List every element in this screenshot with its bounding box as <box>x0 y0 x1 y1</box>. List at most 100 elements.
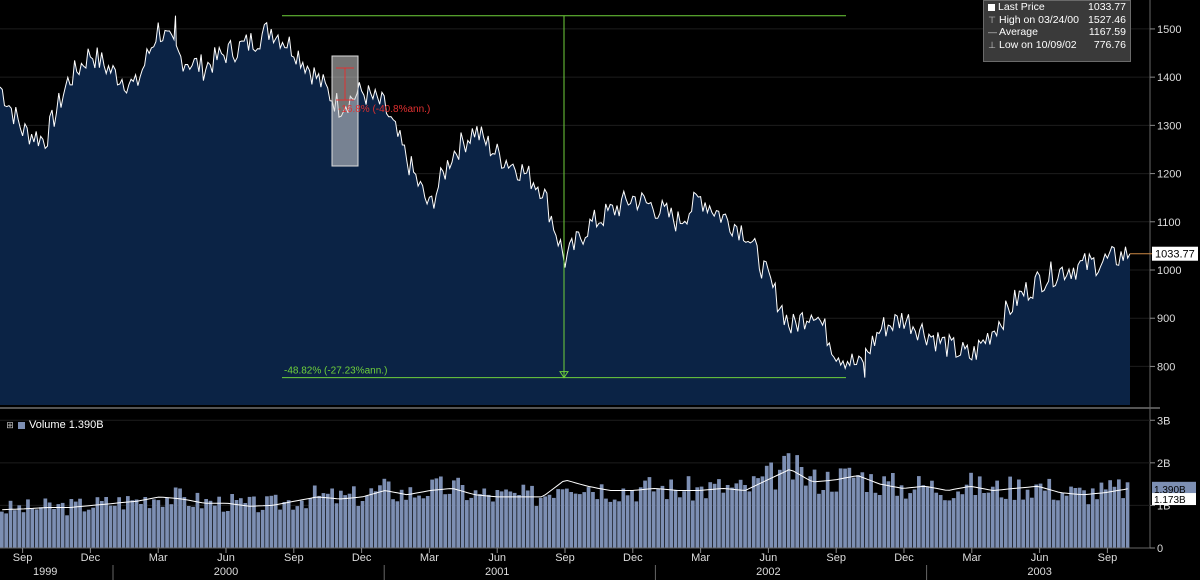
legend-last-label: Last Price <box>998 1 1045 13</box>
volume-bar <box>469 497 474 548</box>
volume-bar <box>578 494 582 548</box>
volume-bar <box>499 491 504 548</box>
volume-bar <box>473 490 478 548</box>
volume-bar <box>478 494 482 548</box>
volume-tick-label-0: 0 <box>1157 543 1163 555</box>
volume-bar <box>812 469 817 548</box>
volume-bar <box>964 484 969 548</box>
volume-bar <box>747 491 752 548</box>
volume-bar <box>591 492 595 548</box>
volume-bar <box>599 484 604 548</box>
volume-bar <box>630 490 634 548</box>
price-tick-label-1200: 1200 <box>1157 169 1181 181</box>
x-tick-label-Sep: Sep <box>284 552 304 564</box>
volume-bar <box>1086 504 1091 548</box>
volume-tick-label-2B: 2B <box>1157 458 1170 470</box>
volume-bar <box>217 496 221 548</box>
volume-bar <box>1082 490 1086 548</box>
expand-icon[interactable]: ⊞ <box>6 419 14 430</box>
price-area <box>0 15 1130 405</box>
volume-bar <box>764 465 769 548</box>
volume-bar <box>47 502 52 548</box>
volume-bar <box>186 506 191 548</box>
volume-bar <box>695 487 700 548</box>
volume-bar <box>973 495 978 548</box>
volume-bar <box>851 477 856 548</box>
volume-bar <box>699 486 704 548</box>
volume-bar <box>182 497 187 548</box>
volume-bar <box>508 491 513 548</box>
volume-bar <box>625 495 630 548</box>
volume-bar <box>156 500 161 548</box>
volume-bar <box>552 497 556 548</box>
volume-bar <box>708 482 713 548</box>
last-price-tag <box>1152 246 1198 261</box>
volume-bar <box>43 498 48 548</box>
volume-bar <box>882 476 886 548</box>
volume-bar <box>286 500 291 548</box>
volume-bar <box>530 485 534 548</box>
volume-bar <box>791 479 795 548</box>
price-tick-label-1000: 1000 <box>1157 265 1181 277</box>
volume-bar <box>73 501 78 548</box>
volume-bar <box>65 515 69 548</box>
volume-bar <box>321 493 326 548</box>
volume-bar <box>343 495 347 548</box>
x-tick-label-Dec: Dec <box>81 552 101 564</box>
price-tick-label-1500: 1500 <box>1157 24 1181 36</box>
volume-bar <box>1034 484 1039 548</box>
volume-bar <box>560 489 565 548</box>
volume-bar <box>504 489 508 548</box>
volume-bar <box>330 488 334 548</box>
x-tick-label-Sep: Sep <box>826 552 846 564</box>
volume-bar <box>621 488 626 548</box>
volume-bar <box>608 501 613 548</box>
volume-bar <box>4 513 8 548</box>
volume-bar <box>143 497 148 548</box>
volume-bar <box>8 500 13 548</box>
legend-avg-value: 1167.59 <box>1088 26 1126 39</box>
volume-bar <box>860 472 865 548</box>
volume-bar <box>717 479 721 548</box>
volume-bar <box>990 486 995 548</box>
volume-bar <box>1025 489 1030 548</box>
x-year-label-1999: 1999 <box>33 566 57 578</box>
volume-bar <box>360 501 365 548</box>
volume-bar <box>134 499 139 548</box>
volume-bar <box>52 509 56 548</box>
volume-bar <box>256 512 261 548</box>
volume-bar <box>938 495 943 548</box>
volume-bar <box>1099 482 1104 548</box>
last-price-swatch-icon <box>988 3 995 11</box>
volume-bar <box>947 500 952 548</box>
volume-bar <box>421 498 426 548</box>
volume-bar <box>986 492 991 548</box>
volume-bar <box>1073 488 1078 548</box>
volume-bar <box>982 493 986 548</box>
volume-bar <box>126 496 130 548</box>
volume-panel <box>0 419 1150 549</box>
volume-bar <box>91 507 95 548</box>
volume-bar <box>26 499 30 548</box>
volume-bar <box>743 485 747 548</box>
volume-bar <box>130 500 135 548</box>
volume-bar <box>756 478 760 548</box>
volume-bar <box>904 498 908 548</box>
volume-bar <box>877 495 882 548</box>
volume-bar <box>434 478 439 548</box>
volume-bar <box>682 491 686 548</box>
x-axis: Sep Dec Mar Jun Sep Dec Mar Jun Sep Dec Mar Jun Sep D… <box>0 547 1150 580</box>
volume-bar <box>834 491 839 548</box>
volume-bar <box>960 494 965 548</box>
volume-bar <box>152 499 156 548</box>
x-tick-label-Mar: Mar <box>962 552 981 564</box>
legend-avg-label: Average <box>999 26 1038 39</box>
volume-bar <box>69 499 74 548</box>
volume-bar <box>847 467 852 548</box>
volume-bar <box>1064 495 1069 548</box>
volume-bar <box>347 493 352 548</box>
volume-bar <box>673 489 678 548</box>
volume-bar <box>547 494 552 548</box>
volume-bar <box>160 506 165 548</box>
